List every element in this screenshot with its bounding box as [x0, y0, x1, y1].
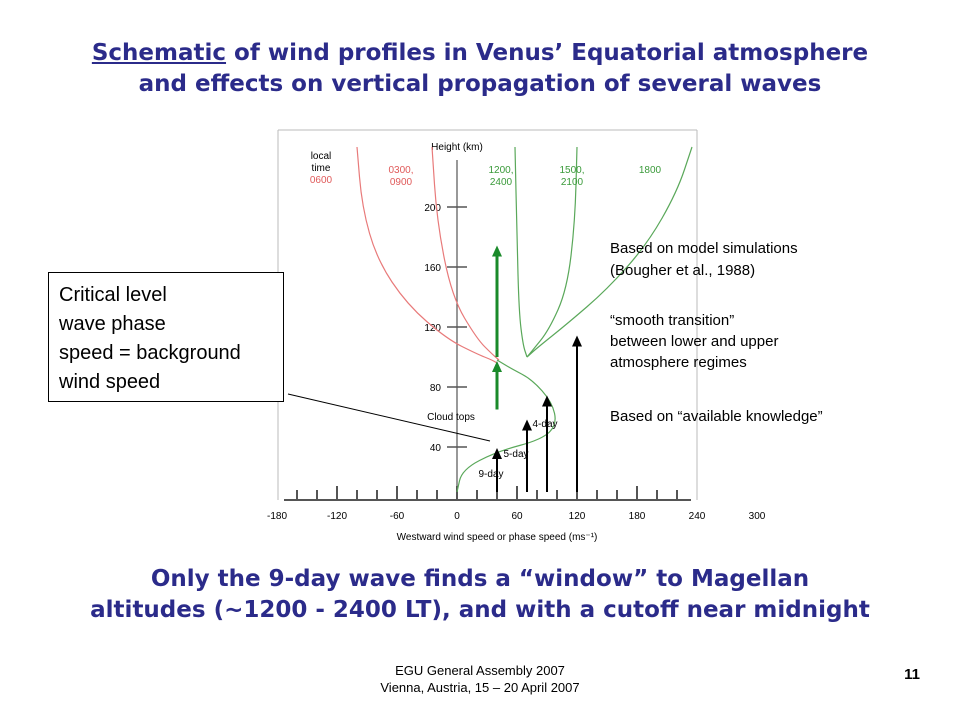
side-note-knowledge: Based on “available knowledge” [610, 406, 823, 428]
x-tick-label: -60 [390, 511, 405, 522]
wave-arrow-head-3 [572, 336, 582, 347]
y-tick-label: 160 [424, 263, 441, 274]
x-tick-label: -180 [267, 511, 287, 522]
y-axis-label: Height (km) [431, 142, 483, 153]
label-1500: 1500, [559, 165, 584, 176]
wave-arrow-head-2 [542, 396, 552, 407]
label-2400: 2400 [490, 177, 513, 188]
wave-label-4day: 4-day [532, 419, 557, 430]
y-tick-label: 80 [430, 383, 442, 394]
callout-line-3: speed = background [59, 339, 283, 368]
conclusion-line2: altitudes (~1200 - 2400 LT), and with a … [0, 595, 960, 626]
page-number: 11 [904, 666, 920, 683]
label-time: time [312, 163, 331, 174]
x-tick-label: 180 [629, 511, 646, 522]
label-1200: 1200, [488, 165, 513, 176]
side-note-transition-line1: “smooth transition” [610, 310, 778, 331]
y-tick-label: 40 [430, 443, 442, 454]
label-0600: 0600 [310, 175, 333, 186]
critical-level-callout: Critical level wave phase speed = backgr… [48, 272, 284, 402]
footer-line2: Vienna, Austria, 15 – 20 April 2007 [0, 679, 960, 696]
wave-label-5day: 5-day [503, 449, 528, 460]
x-tick-label: 0 [454, 511, 460, 522]
y-tick-label: 120 [424, 323, 441, 334]
conclusion-line1: Only the 9-day wave finds a “window” to … [0, 564, 960, 595]
label-1800: 1800 [639, 165, 662, 176]
x-tick-label: 240 [689, 511, 706, 522]
footer: EGU General Assembly 2007 Vienna, Austri… [0, 662, 960, 696]
label-2100: 2100 [561, 177, 584, 188]
side-note-model-line1: Based on model simulations [610, 238, 798, 260]
callout-line-1: Critical level [59, 281, 283, 310]
x-tick-label: 300 [749, 511, 766, 522]
side-note-transition-line2: between lower and upper [610, 331, 778, 352]
wave-arrow-head-5 [492, 246, 502, 257]
side-note-model-line2: (Bougher et al., 1988) [610, 260, 798, 282]
series-line-2 [515, 147, 527, 357]
wave-label-9day: 9-day [478, 469, 503, 480]
label-local: local [311, 151, 332, 162]
x-axis-label: Westward wind speed or phase speed (ms⁻¹… [397, 532, 598, 543]
y-tick-label: 200 [424, 203, 441, 214]
x-tick-label: 120 [569, 511, 586, 522]
x-tick-label: -120 [327, 511, 347, 522]
label-0900: 0900 [390, 177, 413, 188]
label-cloud-tops: Cloud tops [427, 412, 475, 423]
x-tick-label: 60 [511, 511, 523, 522]
side-note-model: Based on model simulations (Bougher et a… [610, 238, 798, 282]
callout-line-4: wind speed [59, 368, 283, 397]
side-note-transition: “smooth transition” between lower and up… [610, 310, 778, 373]
label-0300: 0300, [388, 165, 413, 176]
wave-arrow-head-1 [522, 420, 532, 431]
side-note-transition-line3: atmosphere regimes [610, 352, 778, 373]
callout-line-2: wave phase [59, 310, 283, 339]
conclusion-text: Only the 9-day wave finds a “window” to … [0, 564, 960, 626]
footer-line1: EGU General Assembly 2007 [0, 662, 960, 679]
